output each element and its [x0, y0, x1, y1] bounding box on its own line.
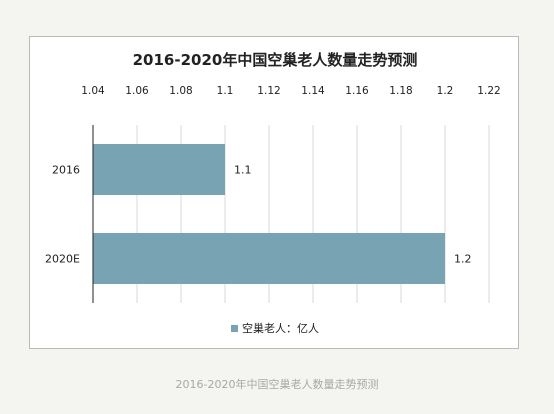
x-tick-label: 1.2: [437, 85, 454, 97]
x-tick-label: 1.22: [477, 85, 500, 97]
x-tick-label: 1.12: [257, 85, 280, 97]
figure-caption: 2016-2020年中国空巢老人数量走势预测: [175, 378, 379, 391]
x-tick-label: 1.08: [169, 85, 192, 97]
bar-chart: 2016-2020年中国空巢老人数量走势预测 1.04 1.06 1.08 1.1 1.…: [45, 51, 501, 335]
legend-label: 空巢老人：亿人: [242, 321, 319, 335]
legend: 空巢老人：亿人: [231, 321, 319, 335]
x-tick-label: 1.18: [389, 85, 412, 97]
x-tick-label: 1.04: [81, 85, 105, 97]
bar: [93, 144, 225, 195]
chart-card: 2016-2020年中国空巢老人数量走势预测 1.04 1.06 1.08 1.1 1.…: [29, 36, 519, 349]
category-label: 2016: [52, 164, 80, 177]
bar: [93, 233, 445, 284]
category-label: 2020E: [45, 253, 80, 266]
data-label: 1.1: [234, 164, 252, 177]
x-tick-label: 1.06: [125, 85, 149, 97]
x-tick-label: 1.1: [217, 85, 234, 97]
data-label: 1.2: [454, 253, 472, 266]
chart-title: 2016-2020年中国空巢老人数量走势预测: [133, 51, 418, 69]
x-tick-label: 1.14: [301, 85, 325, 97]
x-tick-label: 1.16: [345, 85, 369, 97]
legend-swatch: [231, 325, 238, 332]
